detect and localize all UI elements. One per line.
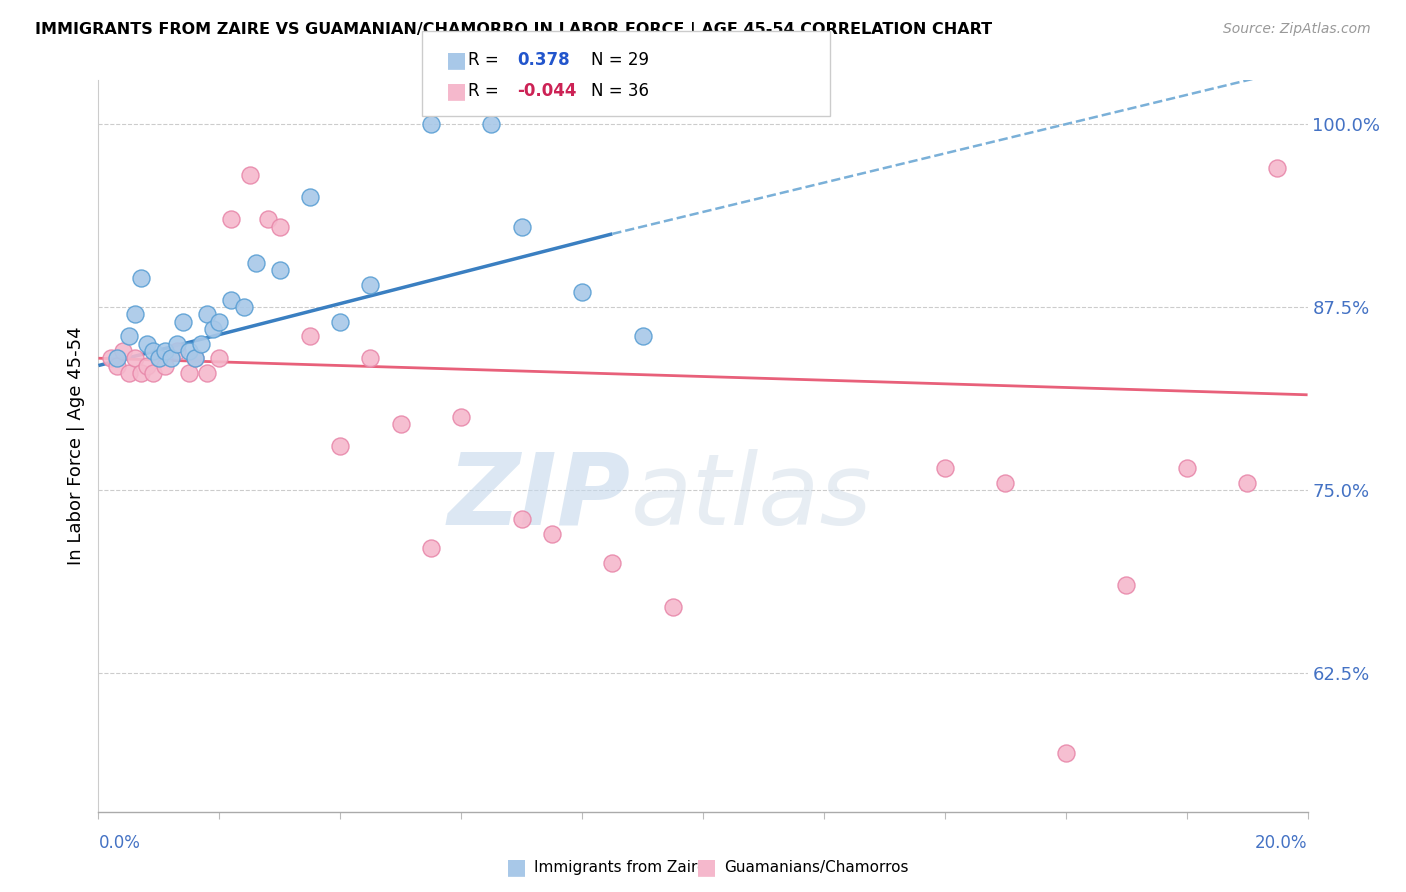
- Point: [195, 366, 218, 380]
- Point: [299, 329, 322, 343]
- Point: [221, 212, 243, 227]
- Point: [124, 307, 146, 321]
- Text: Source: ZipAtlas.com: Source: ZipAtlas.com: [1223, 22, 1371, 37]
- Point: [105, 359, 128, 373]
- Point: [172, 315, 194, 329]
- Point: [195, 307, 218, 321]
- Point: [269, 263, 291, 277]
- Text: ■: ■: [506, 857, 527, 877]
- Point: [111, 343, 134, 358]
- Point: [360, 278, 382, 293]
- Point: [420, 117, 443, 131]
- Point: [661, 599, 683, 614]
- Point: [540, 526, 562, 541]
- Point: [1115, 578, 1137, 592]
- Point: [179, 366, 201, 380]
- Point: [118, 366, 141, 380]
- Point: [190, 336, 212, 351]
- Point: [389, 417, 412, 431]
- Point: [153, 359, 176, 373]
- Point: [360, 351, 382, 366]
- Point: [166, 343, 188, 358]
- Text: ■: ■: [696, 857, 717, 877]
- Point: [1054, 746, 1077, 760]
- Point: [245, 256, 267, 270]
- Point: [148, 351, 170, 366]
- Point: [160, 351, 183, 366]
- Point: [105, 351, 128, 366]
- Text: ■: ■: [446, 81, 467, 101]
- Point: [184, 351, 207, 366]
- Text: atlas: atlas: [630, 449, 872, 546]
- Point: [232, 300, 254, 314]
- Text: -0.044: -0.044: [517, 82, 576, 100]
- Text: R =: R =: [468, 82, 505, 100]
- Text: IMMIGRANTS FROM ZAIRE VS GUAMANIAN/CHAMORRO IN LABOR FORCE | AGE 45-54 CORRELATI: IMMIGRANTS FROM ZAIRE VS GUAMANIAN/CHAMO…: [35, 22, 993, 38]
- Point: [329, 315, 352, 329]
- Point: [420, 541, 443, 556]
- Text: ■: ■: [446, 50, 467, 70]
- Point: [510, 512, 533, 526]
- Text: N = 36: N = 36: [591, 82, 648, 100]
- Point: [450, 409, 472, 424]
- Point: [179, 343, 201, 358]
- Point: [631, 329, 654, 343]
- Point: [208, 315, 231, 329]
- Point: [934, 461, 956, 475]
- Point: [202, 322, 225, 336]
- Point: [142, 366, 165, 380]
- Point: [481, 117, 503, 131]
- Text: R =: R =: [468, 51, 505, 69]
- Point: [142, 343, 165, 358]
- Text: Guamanians/Chamorros: Guamanians/Chamorros: [724, 860, 908, 874]
- Point: [118, 329, 141, 343]
- Point: [299, 190, 322, 204]
- Point: [124, 351, 146, 366]
- Point: [129, 366, 152, 380]
- Y-axis label: In Labor Force | Age 45-54: In Labor Force | Age 45-54: [66, 326, 84, 566]
- Point: [221, 293, 243, 307]
- Point: [269, 219, 291, 234]
- Point: [1236, 475, 1258, 490]
- Point: [571, 285, 593, 300]
- Text: Immigrants from Zaire: Immigrants from Zaire: [534, 860, 707, 874]
- Text: N = 29: N = 29: [591, 51, 648, 69]
- Point: [135, 359, 157, 373]
- Point: [256, 212, 278, 227]
- Point: [166, 336, 188, 351]
- Point: [100, 351, 122, 366]
- Point: [208, 351, 231, 366]
- Point: [153, 343, 176, 358]
- Point: [135, 336, 157, 351]
- Point: [184, 351, 207, 366]
- Text: ZIP: ZIP: [447, 449, 630, 546]
- Point: [1175, 461, 1198, 475]
- Text: 20.0%: 20.0%: [1256, 834, 1308, 852]
- Point: [994, 475, 1017, 490]
- Point: [510, 219, 533, 234]
- Point: [239, 169, 262, 183]
- Point: [602, 556, 624, 570]
- Text: 0.378: 0.378: [517, 51, 569, 69]
- Point: [129, 270, 152, 285]
- Point: [148, 351, 170, 366]
- Point: [1267, 161, 1289, 175]
- Text: 0.0%: 0.0%: [98, 834, 141, 852]
- Point: [329, 439, 352, 453]
